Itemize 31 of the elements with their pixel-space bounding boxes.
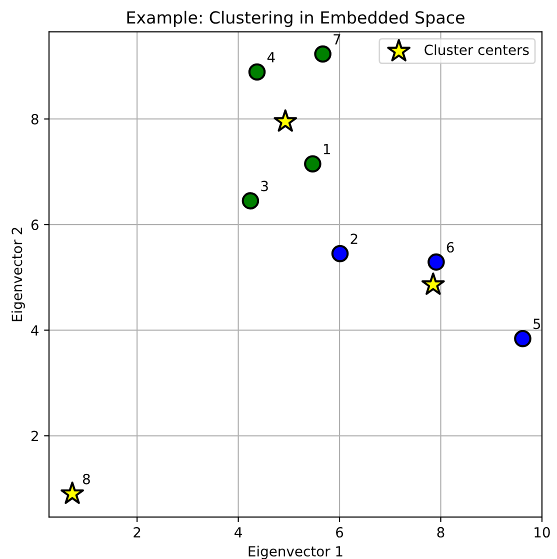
y-tick-label: 4 <box>31 325 39 336</box>
x-axis-title: Eigenvector 1 <box>248 546 342 559</box>
point <box>421 272 445 295</box>
annotation: 5 <box>534 318 540 330</box>
point <box>248 63 266 81</box>
x-tick-label: 10 <box>534 527 550 538</box>
annotation: 6 <box>446 242 454 253</box>
point <box>304 155 322 173</box>
point <box>274 109 298 132</box>
annotation: 2 <box>350 234 358 244</box>
x-tick-label: 4 <box>234 527 242 538</box>
chart-title: Example: Clustering in Embedded Space <box>127 10 464 27</box>
point <box>60 482 84 504</box>
y-axis-title: Eigenvector 2 <box>11 228 25 322</box>
point <box>514 330 532 348</box>
y-tick-label: 8 <box>31 114 38 124</box>
x-tick-label: 6 <box>336 527 344 538</box>
annotation: 1 <box>324 144 330 154</box>
y-tick-label: 6 <box>31 220 38 230</box>
y-tick-label: 2 <box>31 430 38 442</box>
annotation: 3 <box>261 180 268 192</box>
legend-label: Cluster centers <box>424 44 529 56</box>
point <box>314 45 332 63</box>
point <box>428 253 445 271</box>
annotation: 7 <box>334 34 340 44</box>
annotation: 4 <box>267 52 275 62</box>
x-tick-label: 8 <box>437 527 444 538</box>
annotation: 8 <box>82 474 90 484</box>
x-tick-label: 2 <box>134 527 140 538</box>
point <box>331 244 349 262</box>
point <box>242 192 260 210</box>
